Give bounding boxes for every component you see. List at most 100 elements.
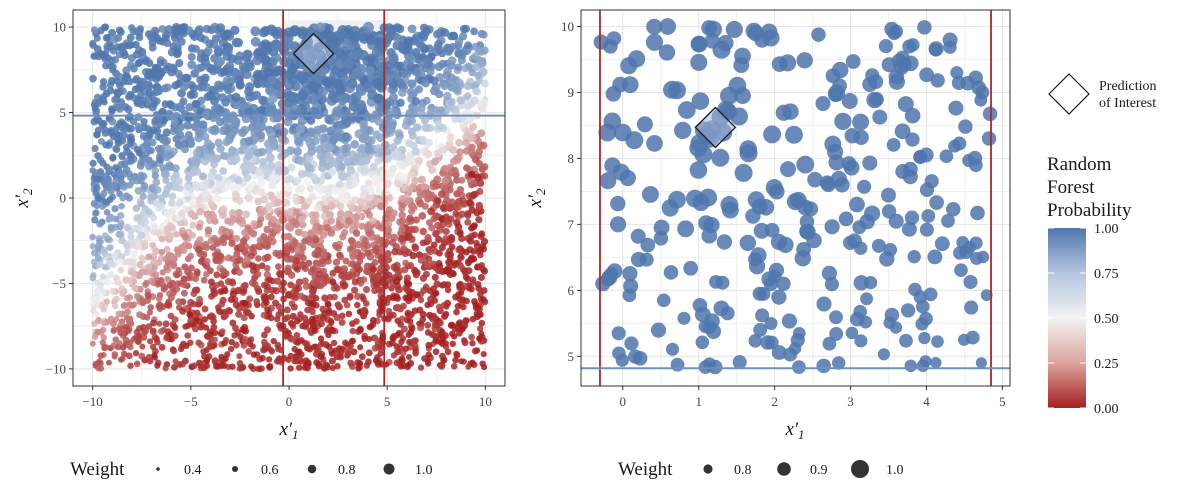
left-data-point — [453, 176, 461, 184]
left-data-point — [210, 126, 220, 136]
left-data-point — [179, 360, 186, 368]
left-data-point — [249, 103, 259, 113]
left-data-point — [276, 269, 284, 278]
color-bar-tick-label: 0.25 — [1094, 357, 1119, 372]
right-data-point — [942, 32, 958, 48]
left-data-point — [210, 287, 217, 295]
left-data-point — [243, 173, 252, 182]
left-data-point — [114, 135, 122, 144]
left-data-point — [475, 147, 483, 156]
right-data-point — [689, 161, 708, 179]
color-bar — [1048, 228, 1086, 408]
left-data-point — [354, 205, 363, 214]
left-data-point — [262, 238, 270, 246]
left-data-point — [228, 208, 237, 217]
right-data-point — [748, 334, 763, 348]
left-data-point — [345, 216, 354, 225]
left-data-point — [129, 27, 138, 36]
left-data-point — [470, 27, 478, 36]
left-data-point — [451, 105, 460, 114]
left-data-point — [428, 224, 436, 232]
right-data-point — [862, 155, 878, 171]
right-data-point — [610, 216, 627, 233]
left-data-point — [415, 251, 423, 259]
left-data-point — [479, 68, 488, 76]
left-data-point — [203, 270, 210, 278]
left-data-point — [116, 258, 124, 265]
left-data-point — [182, 189, 191, 197]
left-marker — [292, 32, 335, 75]
left-data-point — [149, 183, 157, 192]
color-bar-ticks: 1.00 0.75 0.50 0.25 0.00 — [1048, 222, 1119, 417]
right-y-tick-label: 6 — [568, 283, 575, 298]
left-data-point — [248, 245, 256, 253]
left-data-point — [287, 73, 299, 85]
right-data-point — [734, 163, 753, 182]
left-data-point — [431, 273, 439, 281]
right-data-point — [677, 101, 696, 119]
left-data-point — [130, 271, 138, 278]
left-data-point — [431, 157, 439, 166]
left-data-point — [424, 329, 432, 336]
left-data-point — [168, 199, 176, 207]
right-data-point — [619, 169, 636, 187]
left-data-point — [261, 295, 269, 304]
left-data-point — [158, 25, 167, 33]
left-data-point — [393, 61, 403, 71]
left-data-point — [189, 83, 198, 92]
left-data-point — [247, 336, 255, 343]
left-data-point — [273, 277, 282, 285]
right-data-point — [965, 330, 980, 345]
left-data-point — [156, 59, 165, 67]
left-data-point — [412, 350, 419, 357]
left-data-point — [256, 209, 265, 218]
left-data-point — [196, 295, 204, 303]
left-data-point — [160, 170, 169, 179]
size-legend-right: Weight 0.8 0.9 1.0 — [618, 459, 904, 480]
left-data-point — [366, 253, 375, 261]
left-data-point — [274, 341, 282, 349]
left-data-point — [334, 244, 342, 252]
left-data-point — [175, 199, 184, 207]
left-data-point — [145, 162, 153, 171]
right-data-point — [788, 342, 802, 355]
left-data-point — [175, 298, 183, 305]
left-data-point — [108, 271, 115, 278]
left-data-point — [422, 189, 431, 198]
left-data-point — [389, 339, 396, 347]
left-data-point — [421, 202, 429, 210]
right-y-tick-label: 10 — [561, 19, 574, 34]
right-data-point — [815, 95, 831, 112]
left-data-point — [94, 254, 102, 262]
left-data-point — [297, 156, 307, 166]
left-data-point — [463, 297, 470, 305]
left-data-point — [417, 364, 425, 371]
left-data-point — [162, 176, 170, 184]
left-data-point — [149, 241, 156, 249]
left-data-point — [174, 177, 183, 186]
left-data-point — [365, 184, 374, 193]
right-data-point — [866, 91, 883, 109]
right-data-point — [762, 29, 780, 47]
left-data-point — [447, 97, 456, 106]
left-data-point — [324, 114, 334, 125]
right-data-point — [895, 164, 911, 179]
left-data-point — [91, 144, 99, 153]
left-data-point — [365, 211, 374, 219]
left-size-legend-label: 0.6 — [261, 463, 279, 478]
right-data-point — [948, 100, 964, 116]
left-data-point — [434, 40, 443, 49]
left-data-point — [234, 175, 243, 185]
left-panel: −10 −5 0 5 10 −10 −5 0 5 10 x′1 x′2 — [12, 9, 506, 442]
left-data-point — [289, 321, 296, 328]
right-data-point — [645, 33, 664, 51]
left-data-point — [162, 320, 170, 328]
left-data-point — [356, 326, 364, 334]
left-data-point — [344, 82, 355, 94]
left-data-point — [465, 258, 472, 265]
right-data-point — [816, 296, 832, 312]
left-y-tick-label: 0 — [60, 191, 67, 206]
left-data-point — [326, 293, 334, 301]
left-data-point — [151, 223, 159, 231]
left-data-point — [140, 239, 149, 247]
